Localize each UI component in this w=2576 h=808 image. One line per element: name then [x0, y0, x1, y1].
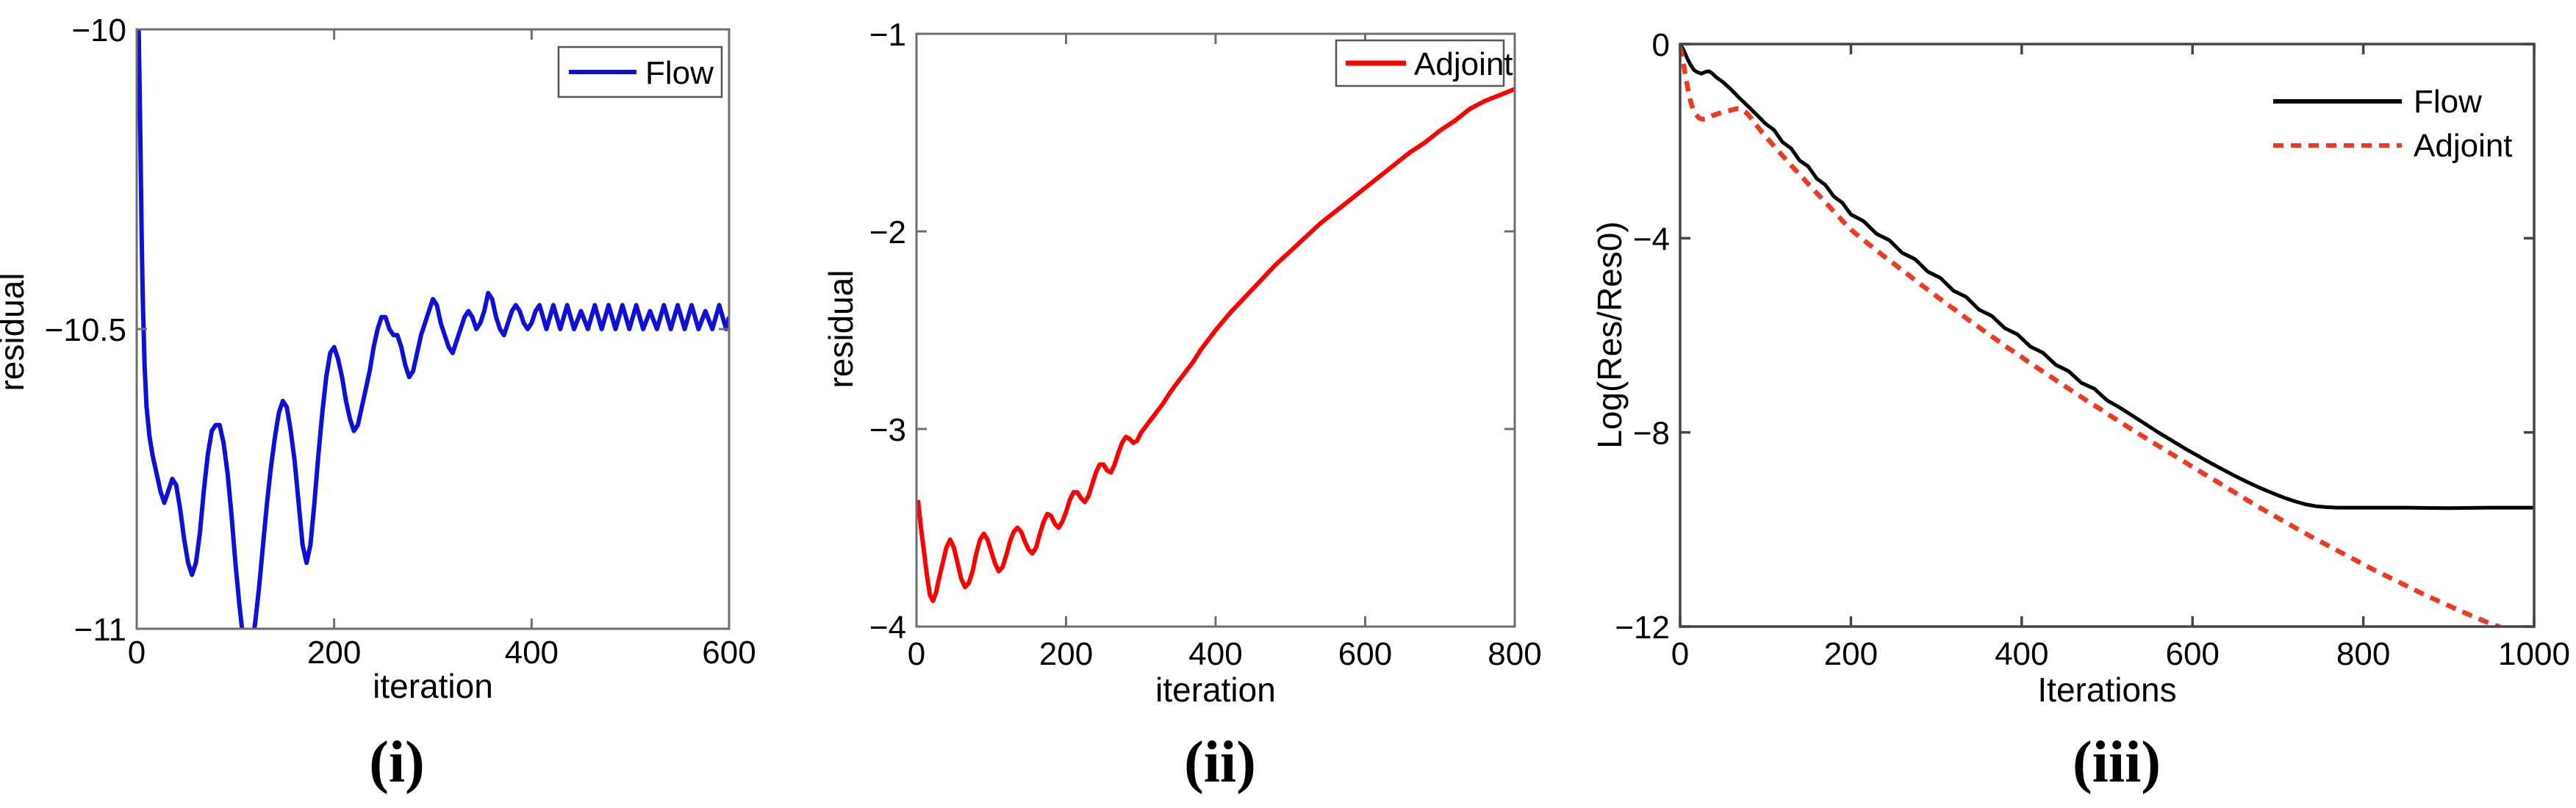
- panel-ii-axes: 0 200 400 600 800 −1 −2 −3 −4: [869, 17, 1542, 672]
- y-tick-label: −10: [71, 12, 126, 48]
- y-tick-label: −4: [1633, 221, 1670, 257]
- x-tick-label: 0: [908, 636, 925, 672]
- panel-i-axes: 0 200 400 600 −10 −10.5 −11: [45, 12, 756, 671]
- x-axis-label: iteration: [373, 667, 493, 705]
- x-tick-label: 200: [1824, 636, 1878, 672]
- caption-panel-i: (i): [369, 730, 425, 795]
- x-tick-label: 600: [1338, 636, 1392, 672]
- panel-ii: 0 200 400 600 800 −1 −2 −3 −4 iteration residual Ad…: [822, 17, 1542, 709]
- y-axis-label: residual: [0, 273, 31, 391]
- legend-label-flow: Flow: [645, 55, 714, 91]
- x-tick-label: 400: [1188, 636, 1242, 672]
- x-tick-label: 200: [1039, 636, 1093, 672]
- y-tick-label: 0: [1652, 27, 1670, 63]
- x-tick-label: 800: [1488, 636, 1541, 672]
- y-tick-label: −3: [869, 412, 906, 448]
- legend-box: [1335, 39, 1505, 87]
- legend-label-adjoint: Adjoint: [1414, 46, 1513, 82]
- y-tick-label: −8: [1633, 416, 1670, 452]
- caption-panel-iii: (iii): [2073, 730, 2161, 795]
- panel-ii-legend: Adjoint: [1335, 39, 1513, 87]
- y-tick-label: −4: [869, 610, 906, 646]
- x-tick-label: 400: [505, 635, 559, 671]
- series-adjoint-line: [916, 87, 1515, 603]
- panel-iii-axes: 0 200 400 600 800 1000 0 −4 −8 −12: [1615, 27, 2570, 672]
- y-tick-label: −1: [869, 17, 906, 53]
- x-axis-label: Iterations: [2037, 671, 2176, 709]
- x-tick-label: 400: [1995, 636, 2048, 672]
- panel-iii-series: [1680, 44, 2534, 627]
- x-tick-label: 600: [702, 635, 756, 671]
- legend-label-adjoint: Adjoint: [2414, 128, 2513, 164]
- series-flow-line: [1680, 44, 2534, 511]
- y-tick-label: −12: [1615, 610, 1670, 646]
- x-tick-label: 0: [128, 635, 146, 671]
- series-adjoint-line: [1680, 46, 2505, 627]
- y-tick-label: −2: [869, 214, 906, 250]
- panel-i-series: [137, 29, 729, 629]
- x-tick-label: 200: [307, 635, 361, 671]
- y-tick-label: −11: [74, 612, 126, 648]
- panel-ii-series: [916, 87, 1515, 603]
- y-tick-label: −10.5: [45, 312, 126, 348]
- legend-label-flow: Flow: [2414, 84, 2482, 120]
- panel-i-legend: Flow: [557, 46, 723, 98]
- x-axis-label: iteration: [1155, 671, 1276, 709]
- panel-iii: 0 200 400 600 800 1000 0 −4 −8 −12 Iterations Log(R…: [1590, 27, 2570, 709]
- x-tick-label: 600: [2165, 636, 2219, 672]
- y-axis-label: residual: [822, 270, 860, 388]
- caption-panel-ii: (ii): [1184, 730, 1256, 795]
- series-flow-line: [137, 29, 729, 629]
- x-tick-label: 1000: [2498, 636, 2570, 672]
- y-axis-label: Log(Res/Res0): [1590, 221, 1629, 448]
- x-tick-label: 0: [1671, 636, 1689, 672]
- panel-i: 0 200 400 600 −10 −10.5 −11 iteration residual Fl…: [0, 12, 756, 705]
- x-tick-label: 800: [2336, 636, 2390, 672]
- panel-iii-legend: Flow Adjoint: [2273, 84, 2513, 164]
